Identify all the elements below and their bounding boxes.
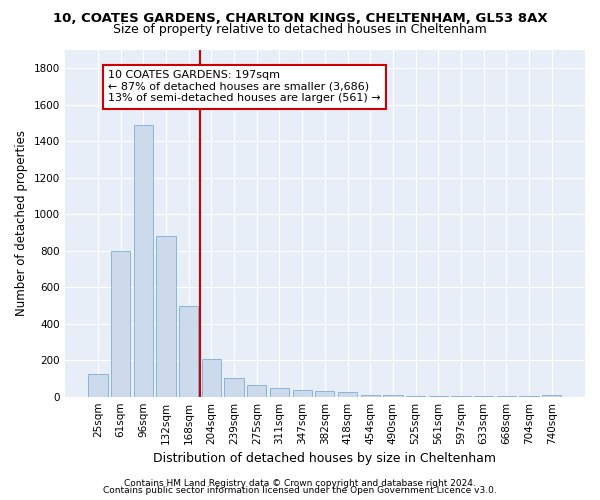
Bar — [88, 374, 107, 396]
Text: Contains HM Land Registry data © Crown copyright and database right 2024.: Contains HM Land Registry data © Crown c… — [124, 478, 476, 488]
Text: Size of property relative to detached houses in Cheltenham: Size of property relative to detached ho… — [113, 22, 487, 36]
Bar — [134, 125, 153, 396]
X-axis label: Distribution of detached houses by size in Cheltenham: Distribution of detached houses by size … — [154, 452, 496, 465]
Bar — [202, 360, 221, 397]
Bar — [179, 306, 199, 396]
Text: 10 COATES GARDENS: 197sqm
← 87% of detached houses are smaller (3,686)
13% of se: 10 COATES GARDENS: 197sqm ← 87% of detac… — [108, 70, 381, 103]
Bar — [361, 395, 380, 396]
Bar — [247, 385, 266, 396]
Bar — [338, 392, 357, 396]
Bar — [270, 388, 289, 396]
Text: 10, COATES GARDENS, CHARLTON KINGS, CHELTENHAM, GL53 8AX: 10, COATES GARDENS, CHARLTON KINGS, CHEL… — [53, 12, 547, 26]
Bar — [315, 391, 334, 396]
Bar — [293, 390, 312, 396]
Bar — [224, 378, 244, 396]
Bar — [542, 395, 562, 396]
Y-axis label: Number of detached properties: Number of detached properties — [15, 130, 28, 316]
Bar — [157, 236, 176, 396]
Bar — [111, 250, 130, 396]
Text: Contains public sector information licensed under the Open Government Licence v3: Contains public sector information licen… — [103, 486, 497, 495]
